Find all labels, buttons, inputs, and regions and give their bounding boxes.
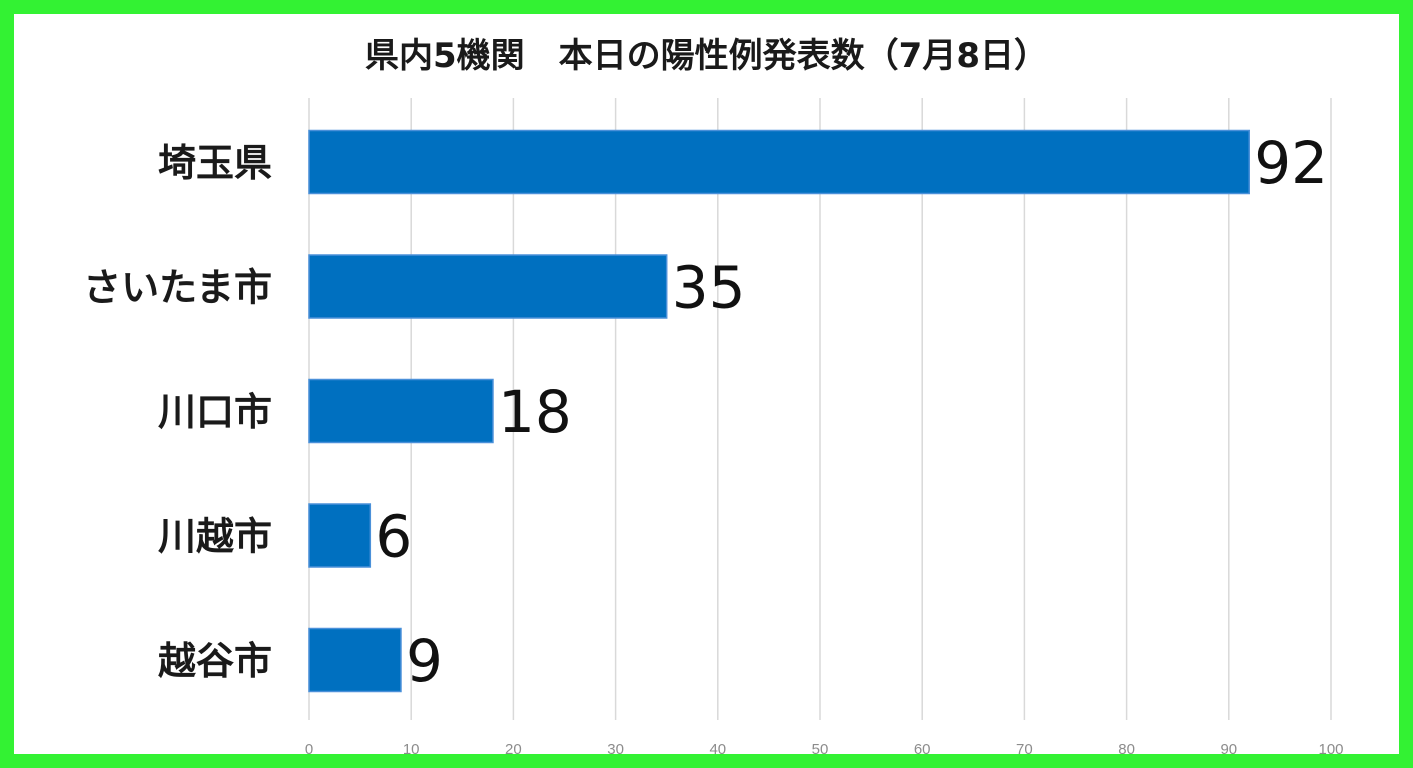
grid-lines <box>308 98 1332 720</box>
x-tick-label: 70 <box>1016 741 1033 758</box>
category-label: 川越市 <box>158 515 272 559</box>
bars <box>308 129 1250 693</box>
x-tick-label: 10 <box>403 741 420 758</box>
category-label: 埼玉県 <box>158 141 272 185</box>
x-tick-label: 50 <box>812 741 829 758</box>
data-label: 92 <box>1254 129 1328 197</box>
category-label: さいたま市 <box>83 266 272 310</box>
x-axis-ticks: 0 10 20 30 40 50 60 70 80 90 100 <box>305 741 1344 758</box>
bar <box>308 129 1250 195</box>
category-label: 越谷市 <box>158 639 272 683</box>
x-tick-label: 30 <box>607 741 624 758</box>
data-labels: 92 35 18 6 9 <box>375 129 1328 695</box>
bar <box>308 503 372 568</box>
x-tick-label: 80 <box>1118 741 1135 758</box>
x-tick-label: 100 <box>1318 741 1343 758</box>
x-tick-label: 20 <box>505 741 522 758</box>
x-tick-label: 90 <box>1220 741 1237 758</box>
bar <box>308 254 668 319</box>
data-label: 9 <box>406 627 443 695</box>
bar <box>308 627 402 693</box>
x-tick-label: 60 <box>914 741 931 758</box>
data-label: 18 <box>498 378 572 446</box>
data-label: 35 <box>672 254 746 322</box>
x-tick-label: 0 <box>305 741 313 758</box>
chart-title: 県内5機関 本日の陽性例発表数（7月8日） <box>365 36 1048 76</box>
bar <box>308 378 494 444</box>
category-label: 川口市 <box>158 390 272 434</box>
data-label: 6 <box>375 503 412 571</box>
x-tick-label: 40 <box>709 741 726 758</box>
